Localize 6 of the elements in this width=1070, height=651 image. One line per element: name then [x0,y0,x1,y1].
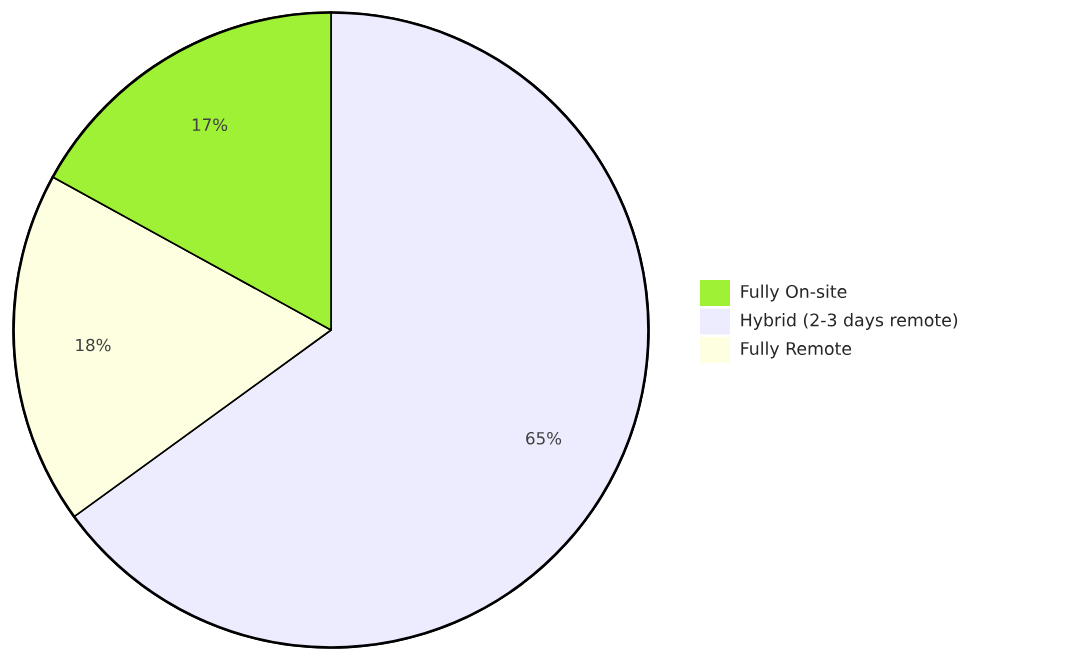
data-label: 17% [192,118,228,131]
legend-label: Hybrid (2-3 days remote) [741,313,958,330]
legend-label: Fully Remote [741,341,852,359]
data-label: 18% [76,338,111,352]
legend-label: Fully On-site [741,284,847,302]
data-label: 65% [526,431,562,445]
